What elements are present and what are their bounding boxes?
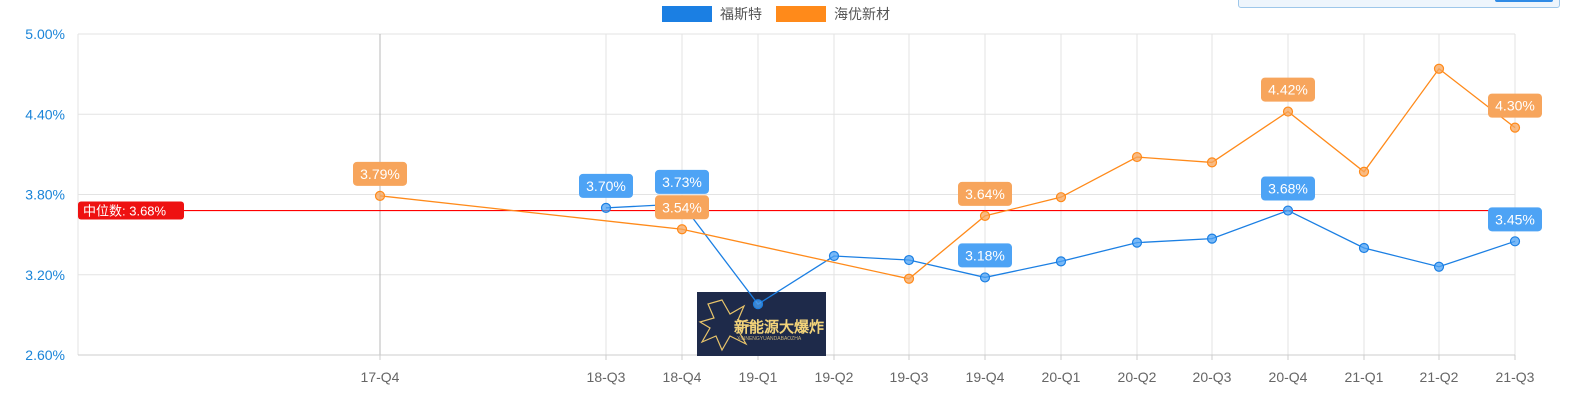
data-label: 4.42% <box>1268 82 1308 98</box>
data-point <box>1282 205 1294 216</box>
watermark-title: 新能源大爆炸 <box>734 318 824 336</box>
x-tick-label: 19-Q1 <box>739 369 778 385</box>
median-label: 中位数: 3.68% <box>83 204 167 219</box>
x-tick-label: 19-Q4 <box>966 369 1005 385</box>
x-tick-label: 17-Q4 <box>361 369 400 385</box>
legend-item-2[interactable]: 海优新材 <box>776 6 890 22</box>
legend-label: 福斯特 <box>720 6 762 22</box>
data-label: 3.70% <box>586 178 626 194</box>
x-tick-label: 18-Q3 <box>587 369 626 385</box>
data-point <box>903 254 915 266</box>
series-layer <box>374 63 1521 310</box>
data-point <box>752 299 764 310</box>
watermark-subtitle: XINNENGYUANDABAOZHA <box>737 336 802 342</box>
data-label-bg <box>1488 207 1542 232</box>
data-point <box>1282 106 1294 117</box>
data-point <box>903 273 915 284</box>
data-label: 3.18% <box>965 247 1005 263</box>
data-label-bg <box>579 173 633 198</box>
data-label: 3.73% <box>662 174 702 190</box>
legend-swatch <box>662 6 712 22</box>
x-tick-label: 19-Q2 <box>815 369 854 385</box>
data-label-bg <box>1488 93 1542 118</box>
data-point <box>1509 122 1521 133</box>
legend-item-1[interactable]: 福斯特 <box>662 6 762 22</box>
data-point <box>676 224 688 235</box>
data-label: 3.45% <box>1495 211 1535 227</box>
data-point <box>1055 192 1067 203</box>
y-tick-label: 3.80% <box>25 187 65 203</box>
x-tick-label: 21-Q1 <box>1345 369 1384 385</box>
toolbox-selected-button[interactable] <box>1495 0 1553 2</box>
data-point <box>979 210 991 221</box>
x-tick-label: 18-Q4 <box>663 369 702 385</box>
x-tick-label: 21-Q3 <box>1496 369 1535 385</box>
data-point <box>1433 63 1445 74</box>
data-label: 4.30% <box>1495 98 1535 114</box>
data-label-bg <box>655 195 709 220</box>
data-label: 3.54% <box>662 199 702 215</box>
y-tick-label: 2.60% <box>25 347 65 363</box>
median-layer: 中位数: 3.68% <box>78 201 1515 220</box>
data-point <box>1509 236 1521 247</box>
data-label-bg <box>1261 176 1315 201</box>
y-tick-label: 5.00% <box>25 26 65 42</box>
data-point <box>1206 157 1218 168</box>
median-label-bg <box>78 201 184 220</box>
burst-icon <box>698 299 757 352</box>
x-tick-label: 19-Q3 <box>890 369 929 385</box>
chart-toolbox[interactable] <box>1238 0 1560 8</box>
data-point <box>828 250 840 262</box>
series-line-2 <box>379 67 1516 280</box>
legend-swatch <box>776 6 826 22</box>
data-label: 3.64% <box>965 186 1005 202</box>
data-point <box>374 190 386 201</box>
data-point <box>600 202 612 213</box>
data-label: 3.68% <box>1268 181 1308 197</box>
x-tick-label: 20-Q3 <box>1193 369 1232 385</box>
x-tick-label: 20-Q2 <box>1118 369 1157 385</box>
data-point <box>1131 151 1143 163</box>
data-point <box>1358 242 1370 254</box>
y-tick-label: 4.40% <box>25 106 65 122</box>
data-label-bg <box>353 161 407 186</box>
data-label-bg <box>958 181 1012 206</box>
y-tick-label: 3.20% <box>25 267 65 283</box>
data-label-layer: 3.70% 3.73% 3.18% 3.68% 3.45% 3.79% 3.54% 3.64%… <box>353 77 1542 268</box>
data-point <box>1055 256 1067 267</box>
data-label-bg <box>958 243 1012 268</box>
legend[interactable]: 福斯特 海优新材 <box>662 6 890 22</box>
x-tick-label: 20-Q4 <box>1269 369 1308 385</box>
data-point <box>979 272 991 283</box>
data-label: 3.79% <box>360 166 400 182</box>
data-point <box>1131 237 1143 248</box>
x-tick-label: 21-Q2 <box>1420 369 1459 385</box>
x-tick-label: 20-Q1 <box>1042 369 1081 385</box>
legend-label: 海优新材 <box>834 6 890 22</box>
data-point <box>1358 166 1370 177</box>
data-label-bg <box>655 169 709 194</box>
data-label-bg <box>1261 77 1315 102</box>
data-point <box>1433 261 1445 272</box>
data-point <box>1206 233 1218 244</box>
